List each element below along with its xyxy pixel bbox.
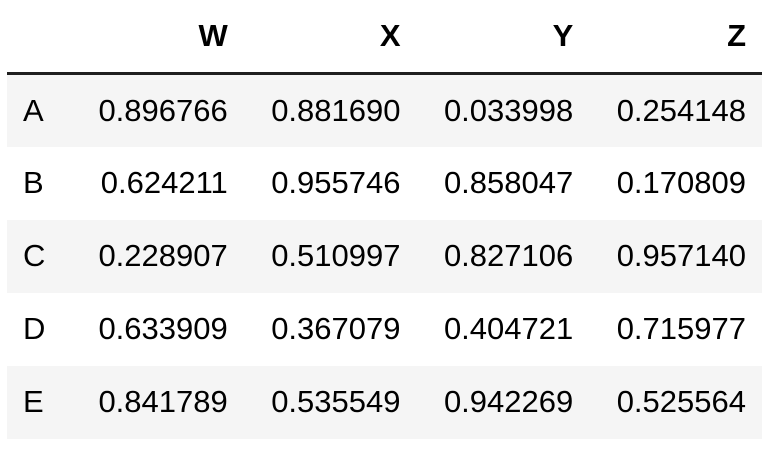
dataframe-table: W X Y Z A 0.896766 0.881690 0.033998 0.2… bbox=[7, 0, 762, 439]
table-cell: 0.715977 bbox=[616, 311, 746, 346]
row-index-label: C bbox=[7, 219, 71, 293]
table-row: D 0.633909 0.367079 0.404721 0.715977 bbox=[7, 293, 762, 366]
table-cell: 0.170809 bbox=[616, 165, 746, 200]
table-cell: 0.033998 bbox=[416, 73, 590, 147]
table-row: A 0.896766 0.881690 0.033998 0.254148 bbox=[7, 73, 762, 147]
row-index-label: A bbox=[7, 73, 71, 147]
table-row: E 0.841789 0.535549 0.942269 0.525564 bbox=[7, 365, 762, 439]
table-header: W X Y Z bbox=[7, 0, 762, 75]
table-row: B 0.624211 0.955746 0.858047 0.170809 bbox=[7, 147, 762, 220]
table-cell: 0.957140 bbox=[589, 219, 762, 293]
table-cell: 0.633909 bbox=[98, 311, 228, 346]
table-row: C 0.228907 0.510997 0.827106 0.957140 bbox=[7, 219, 762, 293]
column-header-z: Z bbox=[589, 0, 762, 75]
table-cell: 0.404721 bbox=[443, 311, 574, 346]
table-cell: 0.881690 bbox=[243, 73, 417, 147]
index-corner-cell bbox=[7, 0, 71, 75]
table-cell: 0.254148 bbox=[589, 73, 762, 147]
row-index-label: E bbox=[7, 365, 71, 439]
column-header-y: Y bbox=[416, 0, 590, 75]
table-cell: 0.624211 bbox=[100, 165, 228, 200]
column-header-x: X bbox=[243, 0, 417, 75]
table-cell: 0.525564 bbox=[589, 365, 762, 439]
header-row: W X Y Z bbox=[7, 0, 762, 75]
table-cell: 0.896766 bbox=[71, 73, 244, 147]
row-index-label: B bbox=[23, 165, 44, 200]
table-cell: 0.858047 bbox=[443, 165, 574, 200]
table-cell: 0.228907 bbox=[71, 219, 244, 293]
table-cell: 0.827106 bbox=[416, 219, 590, 293]
table-cell: 0.367079 bbox=[271, 311, 401, 346]
table-cell: 0.955746 bbox=[271, 165, 401, 200]
table-cell: 0.841789 bbox=[71, 365, 244, 439]
table-cell: 0.535549 bbox=[243, 365, 417, 439]
table-cell: 0.510997 bbox=[243, 219, 417, 293]
table-cell: 0.942269 bbox=[416, 365, 590, 439]
table-body: A 0.896766 0.881690 0.033998 0.254148 B … bbox=[7, 73, 762, 439]
row-index-label: D bbox=[23, 311, 46, 346]
column-header-w: W bbox=[71, 0, 244, 75]
